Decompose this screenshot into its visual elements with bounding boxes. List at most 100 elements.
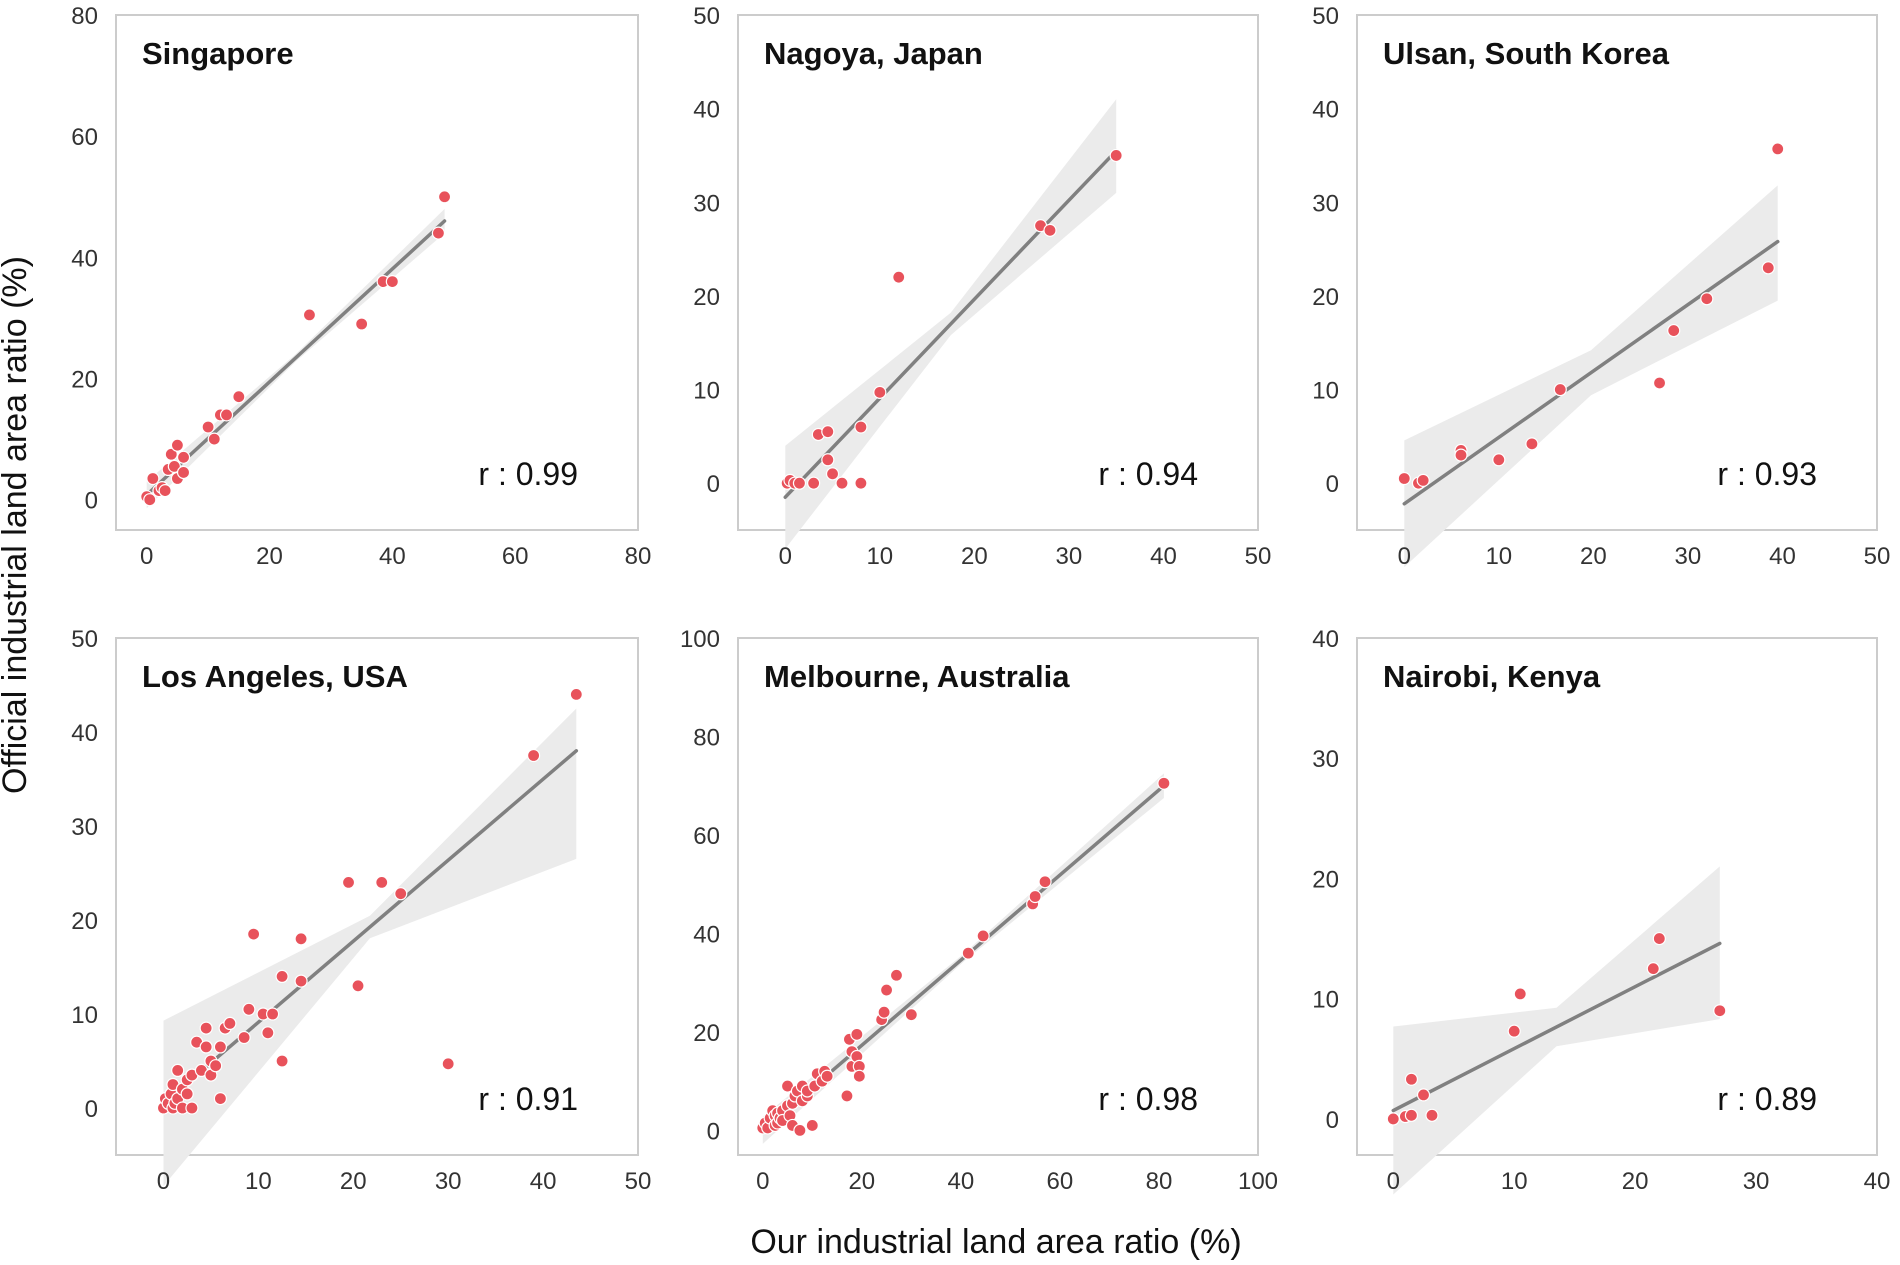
regression-line — [144, 219, 447, 497]
y-tick-label: 0 — [707, 471, 720, 498]
x-tick-label: 40 — [379, 543, 406, 570]
y-tick-label: 20 — [1312, 284, 1339, 311]
data-point — [201, 420, 215, 434]
data-point — [213, 1040, 227, 1054]
data-point — [961, 946, 975, 960]
correlation-label: r : 0.98 — [1098, 1081, 1198, 1117]
x-tick-label: 10 — [1501, 1168, 1528, 1195]
correlation-label: r : 0.89 — [1717, 1081, 1817, 1117]
y-tick-label: 50 — [71, 626, 98, 653]
global-x-axis-label: Our industrial land area ratio (%) — [750, 1223, 1241, 1261]
data-point — [1043, 223, 1057, 237]
data-point — [207, 432, 221, 446]
y-tick-label: 50 — [1312, 3, 1339, 30]
x-tick-label: 60 — [502, 543, 529, 570]
data-point — [1507, 1024, 1521, 1038]
data-point — [199, 1021, 213, 1035]
x-tick-label: 100 — [1238, 1168, 1278, 1195]
data-point — [852, 1069, 866, 1083]
x-tick-label: 20 — [848, 1168, 875, 1195]
data-point — [1713, 1004, 1727, 1018]
correlation-label: r : 0.93 — [1717, 456, 1817, 492]
confidence-band — [1393, 866, 1720, 1195]
scatter-panel-3: 0 10 20 30 40 50 0 10 20 30 40 50 Ulsan, South Korea… — [1312, 3, 1890, 570]
data-point — [569, 687, 583, 702]
panel-title: Melbourne, Australia — [764, 659, 1070, 694]
x-tick-label: 50 — [1864, 543, 1891, 570]
data-point — [889, 968, 904, 982]
data-point — [431, 226, 446, 240]
y-tick-label: 80 — [71, 3, 98, 30]
data-point — [176, 450, 191, 464]
y-tick-label: 0 — [85, 1096, 98, 1123]
data-point — [143, 493, 157, 507]
y-tick-label: 30 — [1312, 746, 1339, 773]
y-tick-label: 60 — [693, 823, 720, 850]
x-tick-label: 30 — [435, 1168, 462, 1195]
x-tick-label: 50 — [1245, 543, 1272, 570]
scatter-panel-1: 0 20 40 60 80 0 20 40 60 80 Singapore r : 0.99 — [71, 3, 651, 570]
data-point — [171, 1063, 185, 1078]
data-point — [242, 1002, 256, 1016]
y-tick-label: 10 — [693, 378, 720, 405]
x-tick-label: 0 — [779, 543, 792, 570]
scatter-panel-5: 0 20 40 60 80 100 0 20 40 60 80 100 Melbourne, Austr… — [680, 626, 1278, 1195]
y-tick-label: 0 — [1326, 471, 1339, 498]
data-point — [1425, 1108, 1439, 1122]
panel-title: Nagoya, Japan — [764, 36, 983, 71]
y-tick-label: 40 — [1312, 97, 1339, 124]
y-tick-label: 30 — [71, 814, 98, 841]
y-tick-label: 0 — [707, 1118, 720, 1145]
panel-title: Ulsan, South Korea — [1383, 36, 1670, 71]
confidence-band — [163, 708, 577, 1186]
data-point — [247, 927, 261, 941]
data-point — [1667, 323, 1681, 338]
data-point — [167, 459, 181, 473]
data-point — [835, 476, 849, 490]
confidence-band — [1404, 185, 1778, 568]
data-point — [213, 1091, 227, 1106]
data-point — [1397, 471, 1411, 486]
x-tick-label: 40 — [1150, 543, 1177, 570]
data-point — [223, 1016, 237, 1031]
data-point — [1700, 292, 1714, 306]
data-point — [170, 438, 185, 452]
data-point — [351, 979, 365, 993]
data-point — [1525, 437, 1539, 451]
data-point — [441, 1057, 455, 1071]
data-point — [158, 484, 172, 498]
data-point — [1513, 987, 1527, 1001]
y-tick-label: 100 — [680, 626, 720, 653]
data-point — [176, 465, 191, 480]
x-tick-label: 20 — [1580, 543, 1607, 570]
data-point — [294, 932, 308, 946]
data-point — [302, 308, 317, 322]
x-tick-label: 20 — [256, 543, 283, 570]
data-point — [892, 270, 906, 284]
data-point — [185, 1101, 199, 1115]
x-tick-label: 50 — [625, 1168, 652, 1195]
y-tick-label: 0 — [1326, 1107, 1339, 1134]
data-point — [1652, 376, 1667, 390]
data-point — [807, 476, 821, 490]
x-tick-label: 80 — [1146, 1168, 1173, 1195]
y-tick-label: 20 — [693, 284, 720, 311]
data-point — [1454, 448, 1468, 462]
data-point — [792, 476, 807, 490]
data-point — [840, 1089, 854, 1103]
data-point — [805, 1118, 819, 1133]
data-point — [854, 420, 868, 434]
data-point — [904, 1008, 918, 1022]
data-point — [385, 274, 399, 289]
data-point — [821, 453, 835, 467]
y-tick-label: 20 — [71, 367, 98, 394]
data-point — [1038, 875, 1052, 889]
y-tick-label: 20 — [1312, 866, 1339, 893]
data-point — [526, 748, 541, 763]
regression-line — [1402, 239, 1780, 506]
y-tick-label: 40 — [693, 97, 720, 124]
data-point — [821, 425, 835, 439]
data-point — [1109, 148, 1123, 163]
y-tick-label: 40 — [71, 245, 98, 272]
